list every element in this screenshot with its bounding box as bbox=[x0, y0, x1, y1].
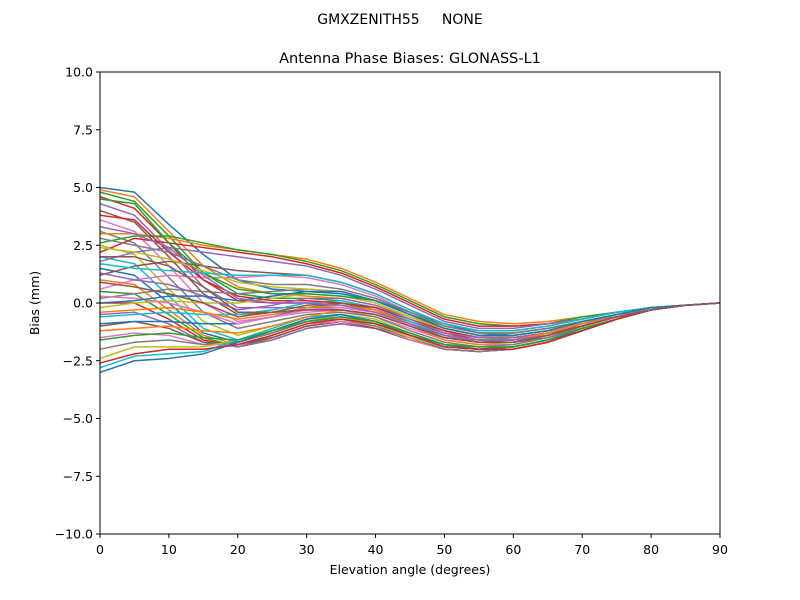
series-line-44 bbox=[99, 302, 721, 364]
series-line-40 bbox=[99, 262, 721, 332]
y-tick-label: −2.5 bbox=[63, 353, 93, 368]
x-tick-label: 60 bbox=[505, 542, 521, 557]
y-tick-label: 0.0 bbox=[73, 296, 93, 311]
y-tick-label: 10.0 bbox=[65, 65, 93, 80]
y-axis-label: Bias (mm) bbox=[27, 271, 42, 335]
axes-layer: 0 10 20 30 40 50 60 70 80 90 −10.0 −7.5 −5.0 −2.5 0.0 2… bbox=[55, 65, 728, 558]
x-tick-label: 20 bbox=[230, 542, 246, 557]
y-tick-label: 5.0 bbox=[73, 180, 93, 195]
x-tick-label: 50 bbox=[436, 542, 452, 557]
figure-suptitle: GMXZENITH55 NONE bbox=[317, 12, 483, 28]
series-line-41 bbox=[99, 290, 721, 337]
series-line-46 bbox=[100, 256, 721, 344]
plot-frame bbox=[99, 71, 721, 535]
x-tick-label: 40 bbox=[368, 542, 384, 557]
series-layer bbox=[99, 186, 721, 374]
x-tick-label: 90 bbox=[712, 542, 728, 557]
x-tick-label: 10 bbox=[161, 542, 177, 557]
y-tick-label: 7.5 bbox=[73, 122, 93, 137]
chart-title: Antenna Phase Biases: GLONASS-L1 bbox=[279, 51, 541, 67]
y-tick-label: −10.0 bbox=[55, 527, 93, 542]
x-axis-label: Elevation angle (degrees) bbox=[330, 562, 491, 577]
x-tick-label: 30 bbox=[299, 542, 315, 557]
x-tick-label: 80 bbox=[643, 542, 659, 557]
y-tick-label: −5.0 bbox=[63, 411, 93, 426]
y-tick-label: −7.5 bbox=[63, 469, 93, 484]
x-tick-label: 70 bbox=[574, 542, 590, 557]
x-tick-label: 0 bbox=[96, 542, 104, 557]
y-tick-label: 2.5 bbox=[73, 238, 93, 253]
